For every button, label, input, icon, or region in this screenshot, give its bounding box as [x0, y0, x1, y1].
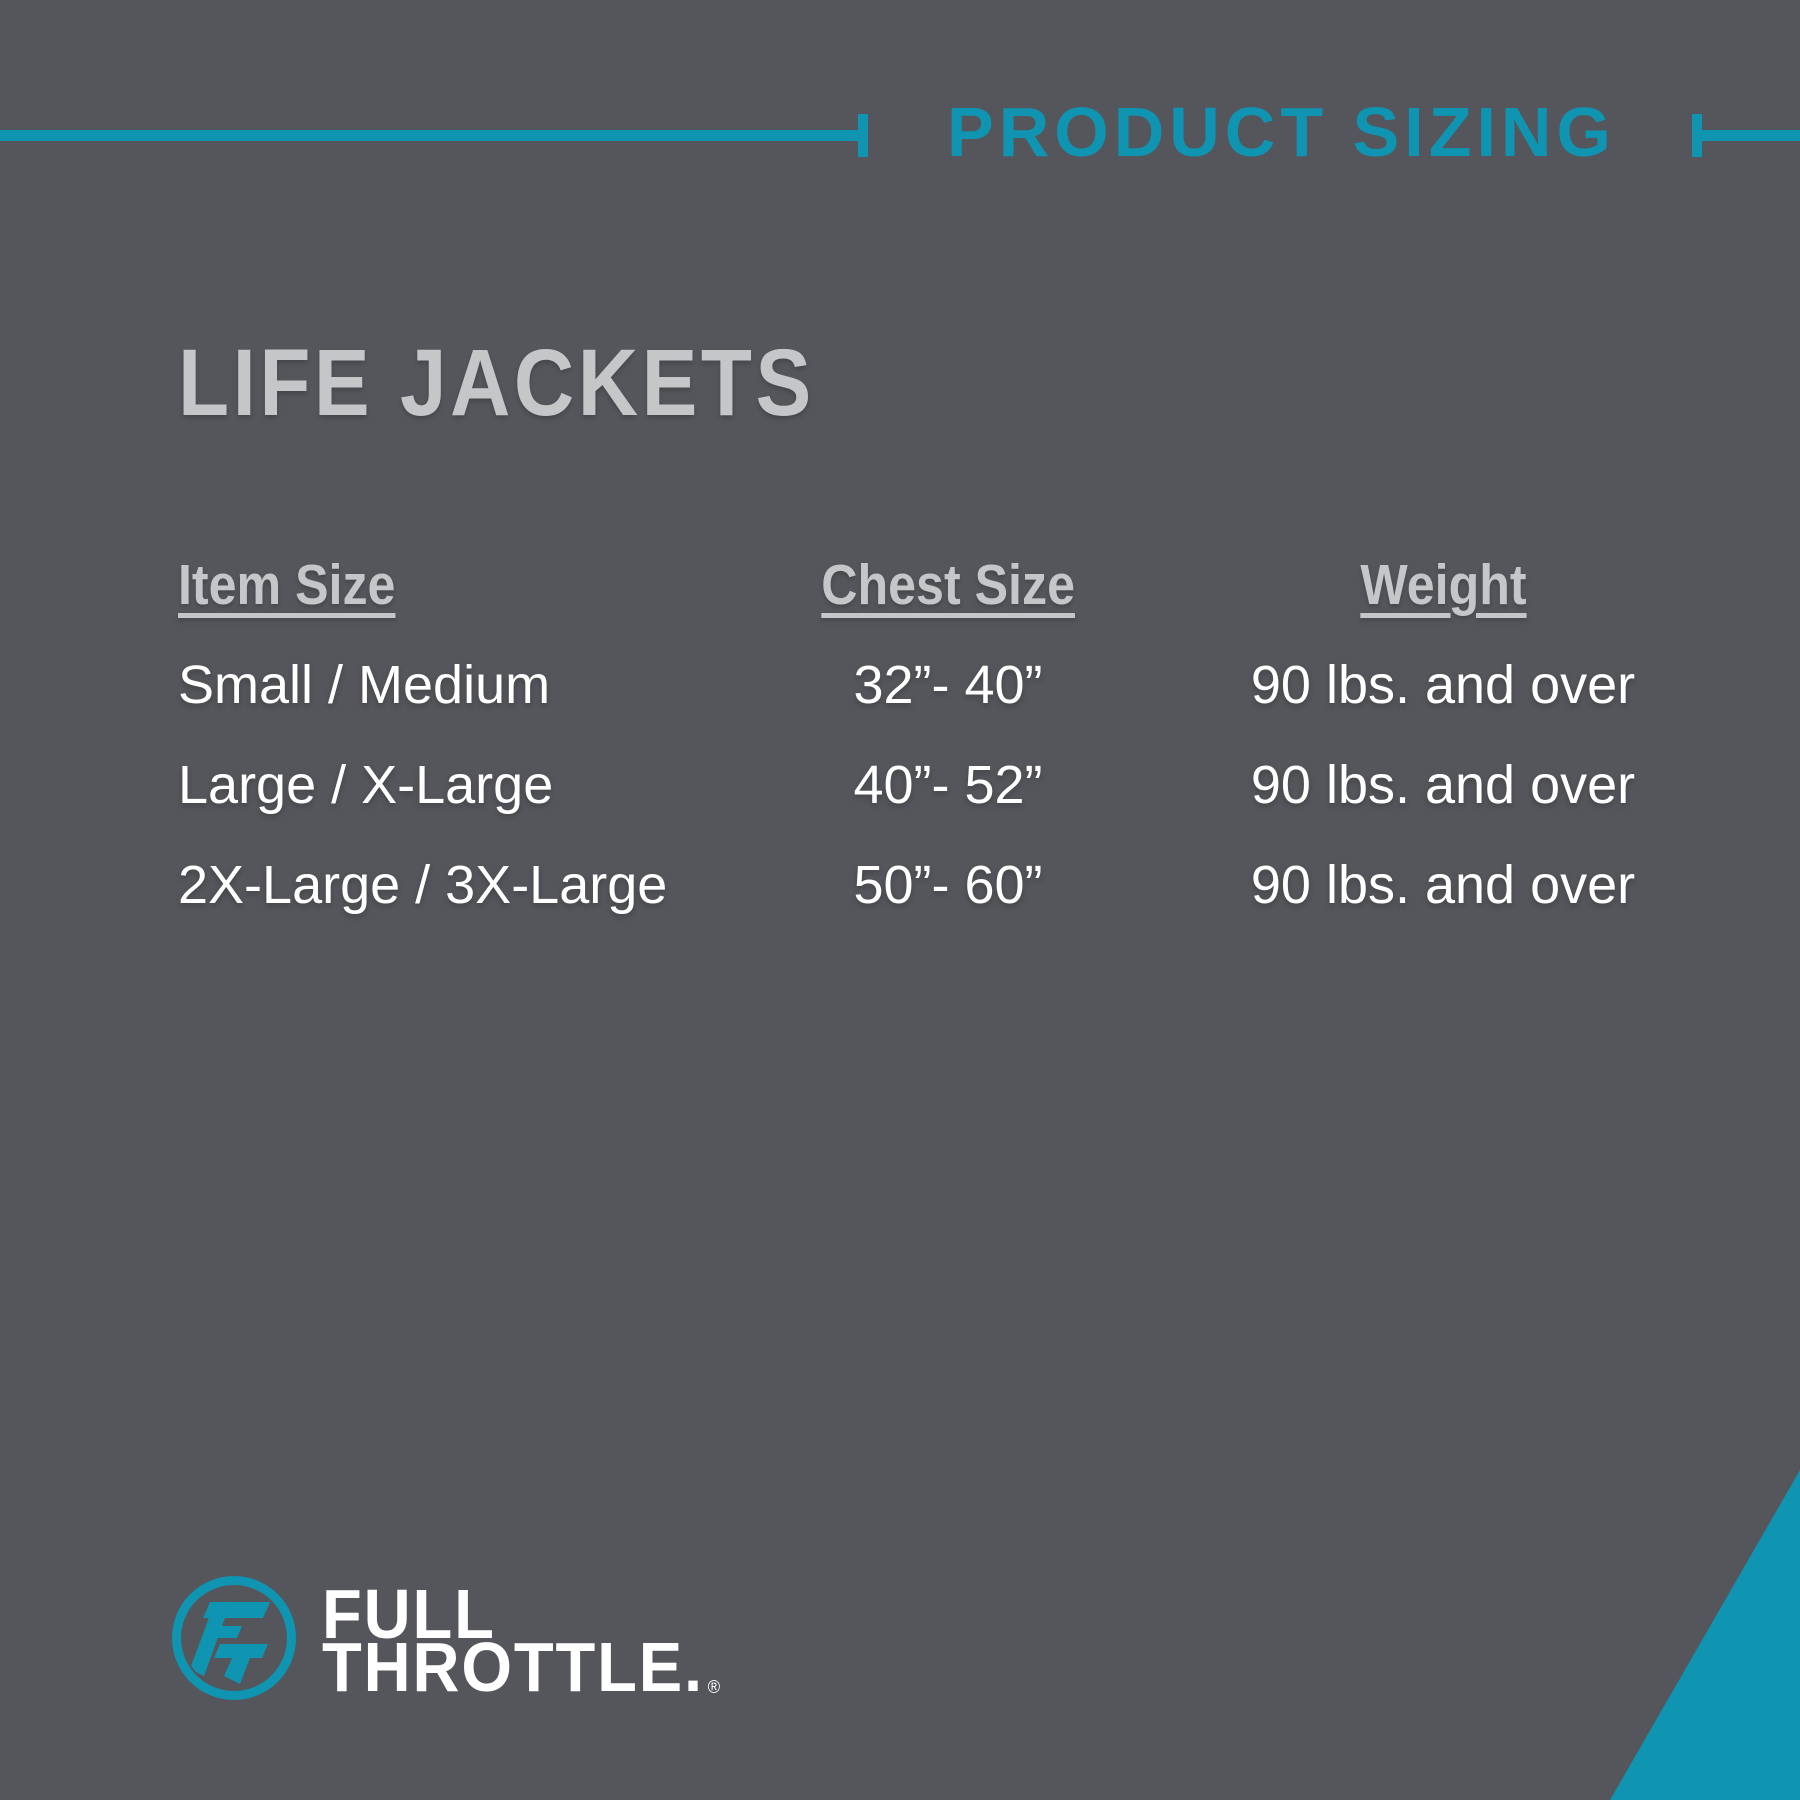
brand-wordmark-line2: THROTTLE. ®	[322, 1632, 750, 1702]
section-title: LIFE JACKETS	[178, 336, 902, 431]
header-tick-left	[858, 114, 868, 157]
header-rule-right	[1702, 130, 1800, 141]
corner-accent-wedge	[1610, 1470, 1800, 1800]
table-cell-item-size: Large / X-Large	[178, 755, 554, 815]
table-cell-item-size: Small / Medium	[178, 655, 551, 715]
brand-wordmark-line1: FULL	[322, 1575, 496, 1653]
ft-monogram-icon	[172, 1576, 296, 1700]
registered-trademark: ®	[707, 1677, 721, 1697]
sizing-table: Item Size Chest Size Weight Small / Medi…	[178, 535, 1732, 935]
page-kicker-title: PRODUCT SIZING	[947, 93, 1616, 171]
table-cell-weight: 90 lbs. and over	[1250, 755, 1636, 815]
table-cell-weight: 90 lbs. and over	[1250, 855, 1636, 915]
header-tick-right	[1692, 114, 1702, 157]
header-rule-left	[0, 130, 858, 141]
section-title-text: LIFE JACKETS	[178, 330, 815, 436]
column-header-weight: Weight	[1359, 553, 1527, 617]
table-cell-chest-size: 32”- 40”	[853, 655, 1043, 715]
table-cell-chest-size: 40”- 52”	[853, 755, 1043, 815]
brand-wordmark: FULL THROTTLE. ®	[322, 1575, 750, 1702]
column-header-item-size: Item Size	[178, 553, 396, 617]
table-cell-weight: 90 lbs. and over	[1250, 655, 1636, 715]
table-cell-chest-size: 50”- 60”	[853, 855, 1043, 915]
table-cell-item-size: 2X-Large / 3X-Large	[178, 855, 668, 915]
column-header-chest-size: Chest Size	[821, 553, 1075, 617]
